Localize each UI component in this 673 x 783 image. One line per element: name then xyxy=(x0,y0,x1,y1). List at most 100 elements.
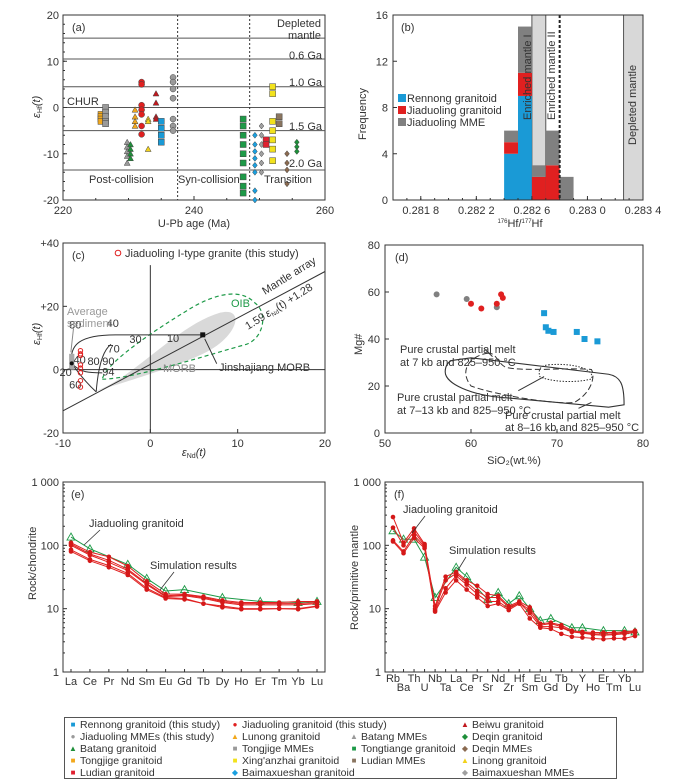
data-point xyxy=(453,578,459,583)
x-tick-label: Sm xyxy=(522,682,539,694)
legend-item-label: Beiwu granitoid xyxy=(472,719,544,731)
data-point xyxy=(257,606,263,612)
legend-item: ■ Ludian granitoid xyxy=(69,767,155,779)
data-point xyxy=(182,597,187,602)
square-marker-icon: ■ xyxy=(70,756,76,765)
x-tick-label: Yb xyxy=(291,676,304,688)
legend-item: ■ Ludian MMEs xyxy=(350,755,426,767)
data-point xyxy=(144,582,149,587)
data-point xyxy=(514,590,525,600)
region-syn-collision: Syn-collision xyxy=(178,174,240,186)
data-point xyxy=(485,599,490,604)
data-point xyxy=(432,609,438,614)
data-point xyxy=(77,370,84,376)
data-point xyxy=(276,602,282,608)
panel-d-ylabel: Mg# xyxy=(353,333,365,355)
panel-a: 220 240 260 20 10 0 -10 -20 (a) Depleted mantle… xyxy=(31,10,334,230)
data-point xyxy=(464,587,469,592)
data-point xyxy=(443,578,448,583)
data-point xyxy=(123,159,131,166)
leader-line-jiaduoling-f xyxy=(411,515,426,534)
field-7-13kb xyxy=(465,352,594,404)
panel-d: 50 60 70 80 0 20 40 60 80 (d) Pure crustal parti… xyxy=(353,240,649,467)
field-8-16kb xyxy=(444,357,625,408)
x-tick-label: Tm xyxy=(271,676,287,688)
diamond-marker-icon: ◆ xyxy=(461,732,469,741)
data-point xyxy=(169,78,177,86)
x-tick-label: 0 xyxy=(147,438,153,450)
series-line xyxy=(70,551,318,610)
data-point xyxy=(144,117,152,125)
label-average-sediment-1: Average xyxy=(67,306,108,318)
mixing-curve-right xyxy=(95,343,112,392)
legend-item-label: Ludian MMEs xyxy=(361,755,426,767)
series-line xyxy=(70,542,317,604)
y-tick-label: 0 xyxy=(374,428,380,440)
data-point xyxy=(239,141,247,148)
data-point xyxy=(169,127,177,134)
x-tick-label: Dy xyxy=(216,676,230,688)
bar-jiaduoling-mme xyxy=(504,130,518,143)
data-point xyxy=(390,514,396,520)
data-point xyxy=(127,154,134,162)
x-tick-label: 0.283 4 xyxy=(625,205,662,217)
data-point xyxy=(411,529,417,534)
annotation-7kb-line1: Pure crustal partial melt xyxy=(400,344,516,356)
arrow-7kb xyxy=(483,348,493,357)
data-point xyxy=(131,106,139,113)
legend-item-label: Tongjige granitoid xyxy=(80,755,163,767)
data-point xyxy=(125,572,131,578)
annotation-simulation-results-f: Simulation results xyxy=(449,545,536,557)
legend-item: ◆ Deqin granitoid xyxy=(461,731,543,743)
data-point xyxy=(258,159,265,167)
legend-item: ■ Rennong granitoid (this study) xyxy=(69,719,221,731)
legend-item: ■ Xing'anzhai granitoid xyxy=(231,755,340,767)
data-point xyxy=(269,90,276,97)
x-tick-label: Pr xyxy=(472,673,483,685)
annotation-7-13kb-line1: Pure crustal partial melt xyxy=(397,392,513,404)
legend-item-label: Deqin MMEs xyxy=(472,743,533,755)
data-point xyxy=(77,362,84,368)
data-point xyxy=(499,294,506,301)
legend-item-label: Deqin granitoid xyxy=(472,731,543,743)
legend-label: Jiaduoling granitoid xyxy=(407,105,502,117)
data-point xyxy=(545,327,552,334)
jinshajiang-arrow xyxy=(204,338,218,364)
data-point xyxy=(495,601,501,606)
x-tick-label: 80 xyxy=(637,438,649,450)
y-tick-label: 12 xyxy=(376,56,388,68)
x-tick-label: Eu xyxy=(159,676,172,688)
data-point xyxy=(590,636,596,641)
x-tick-label: La xyxy=(450,673,463,685)
x-tick-label: U xyxy=(421,682,429,694)
data-point xyxy=(239,122,247,130)
legend-item: ▲ Batang granitoid xyxy=(69,743,156,755)
x-tick-label: Dy xyxy=(565,682,579,694)
x-tick-label: Lu xyxy=(311,676,323,688)
series-line xyxy=(392,527,636,635)
x-tick-label: Nb xyxy=(428,673,442,685)
data-point xyxy=(262,141,270,148)
legend-item-label: Baimaxueshan granitoid xyxy=(242,767,355,779)
panel-c-tag: (c) xyxy=(72,250,85,262)
label-chur: CHUR xyxy=(67,96,99,108)
data-point xyxy=(474,583,480,589)
legend-item: ● Jiaduoling MMEs (this study) xyxy=(69,731,215,743)
panel-e-frame xyxy=(62,481,326,673)
data-point xyxy=(158,132,165,139)
data-point xyxy=(239,115,247,123)
legend-item: ■ Tongtiange granitoid xyxy=(350,743,456,755)
data-point xyxy=(294,148,300,155)
annotation-8-16kb-line2: at 8–16 kb and 825–950 °C xyxy=(505,422,639,434)
x-tick-label: Sr xyxy=(482,682,493,694)
data-point xyxy=(87,558,93,564)
x-tick-label: La xyxy=(65,676,78,688)
data-point xyxy=(152,99,160,106)
data-point xyxy=(548,626,554,632)
mixing-label: 40 xyxy=(107,318,119,330)
data-point xyxy=(77,352,84,359)
annotation-8-16kb-line1: Pure crustal partial melt xyxy=(505,410,621,422)
panel-a-tag: (a) xyxy=(72,22,85,34)
y-tick-label: 10 xyxy=(47,56,59,68)
